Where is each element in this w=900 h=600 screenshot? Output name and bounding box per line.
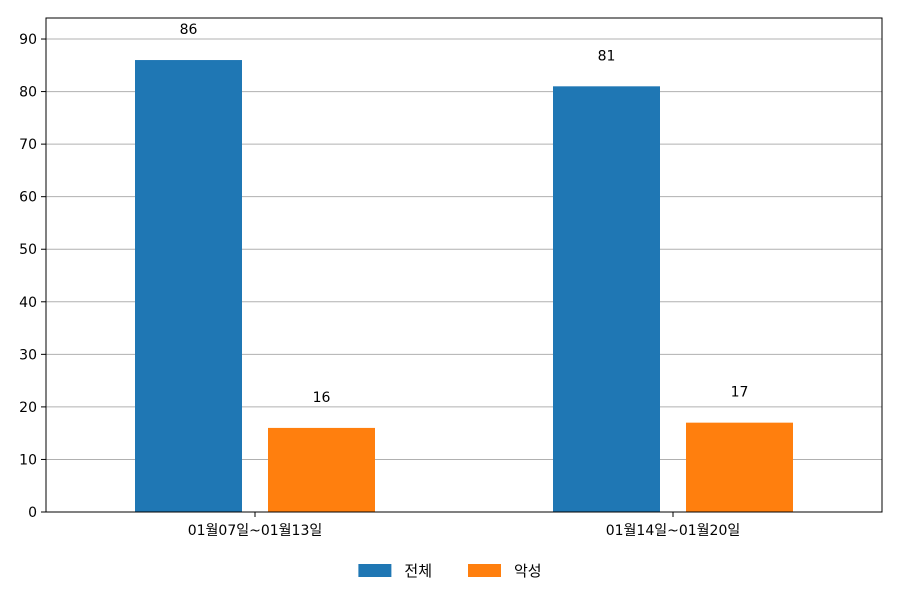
x-axis: 01월07일~01월13일 01월14일~01월20일 [188,512,741,539]
y-tick-label: 30 [19,347,37,363]
legend-swatch [468,564,501,577]
x-tick-label: 01월14일~01월20일 [606,523,741,539]
data-labels: 86 16 81 17 [180,22,749,406]
y-tick-label: 50 [19,242,37,258]
y-tick-label: 40 [19,295,37,311]
y-tick-label: 0 [28,505,37,521]
data-label: 17 [731,385,749,401]
y-tick-label: 80 [19,85,37,101]
y-tick-label: 10 [19,452,37,468]
bar [135,60,242,513]
legend-label: 악성 [514,562,542,580]
bar [268,427,375,512]
legend: 전체 악성 [358,562,542,580]
data-label: 86 [180,22,198,38]
y-tick-label: 90 [19,32,37,48]
legend-swatch [358,564,392,577]
bar [686,422,793,512]
bar [553,86,660,512]
y-tick-label: 70 [19,137,37,153]
y-axis: 0 10 20 30 40 50 60 70 80 90 [19,32,46,521]
data-label: 16 [313,390,331,406]
y-tick-label: 60 [19,190,37,206]
y-tick-label: 20 [19,400,37,416]
x-tick-label: 01월07일~01월13일 [188,523,323,539]
data-label: 81 [598,48,616,64]
legend-label: 전체 [404,562,432,580]
bars [135,60,793,513]
plot-frame [45,17,883,513]
